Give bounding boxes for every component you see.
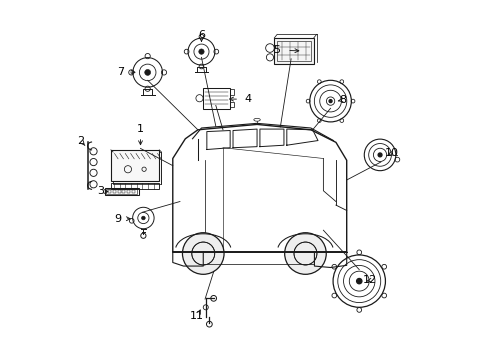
Text: 8: 8 bbox=[339, 95, 346, 105]
Bar bbox=[104, 188, 139, 195]
Bar bbox=[108, 190, 111, 193]
Ellipse shape bbox=[144, 69, 150, 75]
Text: 7: 7 bbox=[117, 67, 124, 77]
Text: 6: 6 bbox=[198, 30, 204, 40]
Bar bbox=[229, 89, 234, 95]
Circle shape bbox=[328, 100, 331, 103]
Bar bbox=[274, 38, 313, 64]
Bar bbox=[111, 150, 159, 181]
Bar bbox=[131, 190, 134, 193]
Circle shape bbox=[377, 153, 381, 157]
Circle shape bbox=[182, 233, 224, 274]
Text: 2: 2 bbox=[77, 136, 84, 145]
Bar bbox=[113, 190, 116, 193]
Bar bbox=[277, 41, 310, 61]
Text: 3: 3 bbox=[97, 186, 103, 197]
Text: 1: 1 bbox=[137, 124, 143, 134]
Bar bbox=[113, 152, 161, 184]
Circle shape bbox=[356, 279, 361, 284]
Circle shape bbox=[284, 233, 325, 274]
Ellipse shape bbox=[198, 49, 203, 54]
Text: 9: 9 bbox=[115, 214, 122, 224]
Ellipse shape bbox=[141, 216, 145, 220]
Text: 5: 5 bbox=[273, 45, 280, 55]
Bar bbox=[106, 189, 137, 194]
Text: 11: 11 bbox=[190, 311, 204, 321]
Text: 4: 4 bbox=[244, 94, 251, 104]
Bar bbox=[203, 88, 229, 109]
Bar bbox=[122, 190, 125, 193]
Bar bbox=[127, 190, 130, 193]
Text: 10: 10 bbox=[384, 148, 398, 158]
Bar bbox=[118, 190, 121, 193]
Bar bbox=[229, 102, 234, 107]
Text: 12: 12 bbox=[362, 275, 376, 285]
Bar bbox=[111, 183, 159, 189]
